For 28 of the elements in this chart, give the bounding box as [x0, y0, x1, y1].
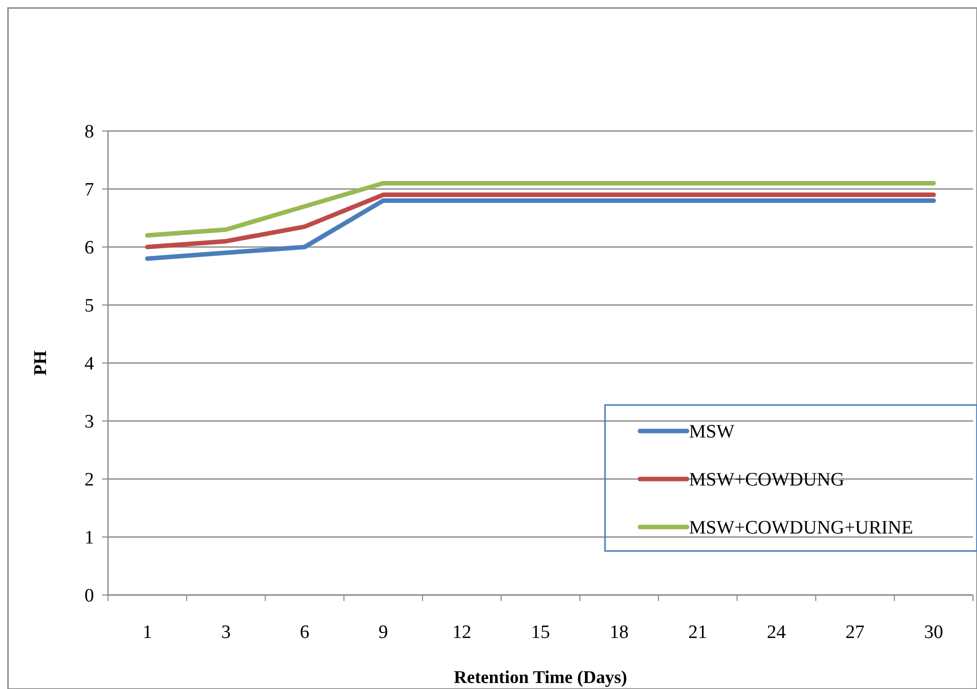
x-tick-label: 1 [142, 622, 152, 643]
x-tick-label: 21 [688, 622, 708, 643]
x-tick-label: 12 [452, 622, 472, 643]
y-tick-label: 2 [84, 470, 94, 491]
x-tick-label: 3 [221, 622, 231, 643]
x-tick-label: 15 [531, 622, 550, 643]
line-series [145, 198, 936, 261]
line-series [145, 180, 936, 238]
y-tick-label: 6 [84, 238, 94, 259]
y-tick-label: 5 [84, 296, 94, 317]
x-tick-label: 9 [378, 622, 388, 643]
y-tick-label: 1 [84, 528, 94, 549]
y-tick-label: 0 [84, 586, 94, 607]
x-tick-label: 18 [610, 622, 629, 643]
x-tick-label: 30 [924, 622, 944, 643]
legend-label: MSW [689, 422, 734, 443]
y-tick-label: 4 [84, 354, 94, 375]
y-tick-label: 7 [84, 180, 94, 201]
legend-label: MSW+COWDUNG [689, 470, 845, 491]
y-axis-title: PH [30, 350, 50, 376]
x-axis-title: Retention Time (Days) [454, 667, 628, 687]
line-series [145, 192, 936, 250]
y-tick-label: 3 [84, 412, 94, 433]
y-tick-label: 8 [84, 122, 94, 143]
legend-label: MSW+COWDUNG+URINE [689, 518, 914, 539]
x-tick-label: 24 [766, 622, 786, 643]
x-tick-label: 27 [846, 622, 865, 643]
x-tick-label: 6 [300, 622, 310, 643]
